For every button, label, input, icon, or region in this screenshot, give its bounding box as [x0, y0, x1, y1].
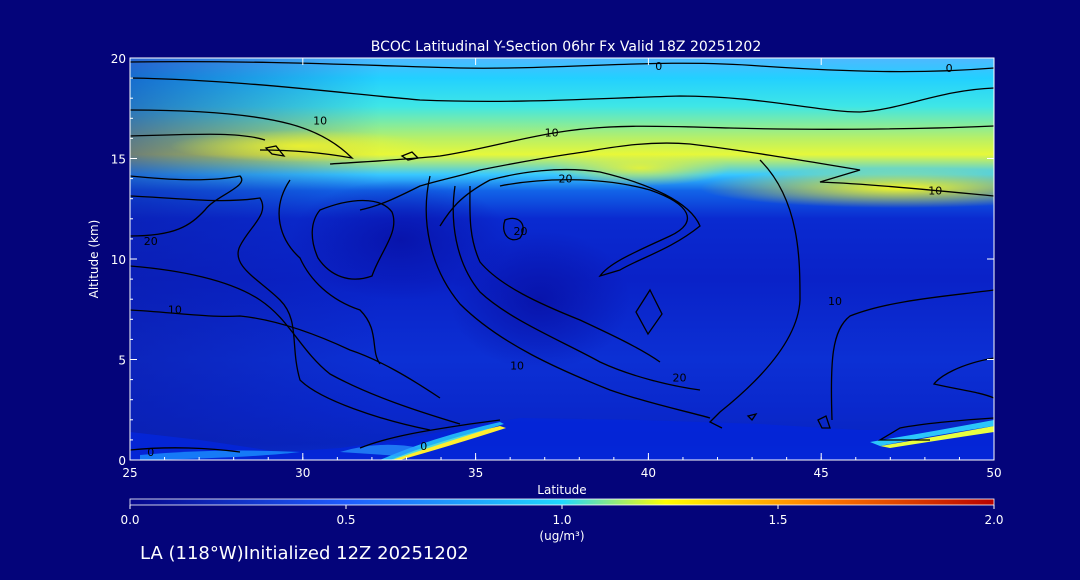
- y-tick-label: 10: [111, 253, 126, 267]
- contour-label: 0: [420, 440, 427, 453]
- y-tick-label: 15: [111, 153, 126, 167]
- y-tick-label: 5: [118, 354, 126, 368]
- y-tick-label: 20: [111, 52, 126, 66]
- colorbar: [129, 498, 995, 506]
- contour-label: 0: [946, 62, 953, 75]
- contour-label: 0: [147, 446, 154, 459]
- x-axis-label: Latitude: [537, 483, 586, 497]
- contour-labels: 0 0 10 10 10 20 20 20 10 10 20 10 0 0: [144, 60, 953, 459]
- footer-initialization-text: LA (118°W)Initialized 12Z 20251202: [140, 543, 469, 564]
- contour-label: 10: [928, 185, 942, 198]
- contour-label: 20: [673, 372, 687, 385]
- contour-label: 10: [313, 114, 327, 127]
- colorbar-unit-label: (ug/m³): [539, 529, 584, 543]
- contour-lines: [130, 60, 994, 453]
- y-axis-label: Altitude (km): [87, 220, 101, 299]
- contour-label: 10: [828, 295, 842, 308]
- x-tick-label: 45: [814, 466, 829, 480]
- contour-label: 10: [510, 360, 524, 373]
- chart-title: BCOC Latitudinal Y-Section 06hr Fx Valid…: [371, 39, 761, 55]
- colorbar-ticks: 0.0 0.5 1.0 1.5 2.0: [120, 505, 1004, 527]
- x-tick-label: 30: [295, 466, 310, 480]
- x-tick-label: 35: [468, 466, 483, 480]
- colorbar-tick-label: 2.0: [984, 513, 1003, 527]
- y-axis: 0 5 10 15 20: [111, 52, 994, 468]
- colorbar-tick-label: 0.0: [120, 513, 139, 527]
- colorbar-tick-label: 1.5: [768, 513, 787, 527]
- colorbar-tick-label: 0.5: [336, 513, 355, 527]
- x-tick-label: 50: [986, 466, 1001, 480]
- x-tick-label: 40: [641, 466, 656, 480]
- contour-label: 10: [545, 126, 559, 139]
- x-tick-label: 25: [122, 466, 137, 480]
- y-tick-label: 0: [118, 454, 126, 468]
- colorbar-tick-label: 1.0: [552, 513, 571, 527]
- contour-label: 0: [655, 60, 662, 73]
- contour-label: 20: [558, 173, 572, 186]
- contour-label: 20: [514, 225, 528, 238]
- shaded-field: [130, 58, 994, 460]
- contour-label: 20: [144, 235, 158, 248]
- contour-label: 10: [168, 303, 182, 316]
- x-axis: 25 30 35 40 45 50: [122, 58, 1002, 480]
